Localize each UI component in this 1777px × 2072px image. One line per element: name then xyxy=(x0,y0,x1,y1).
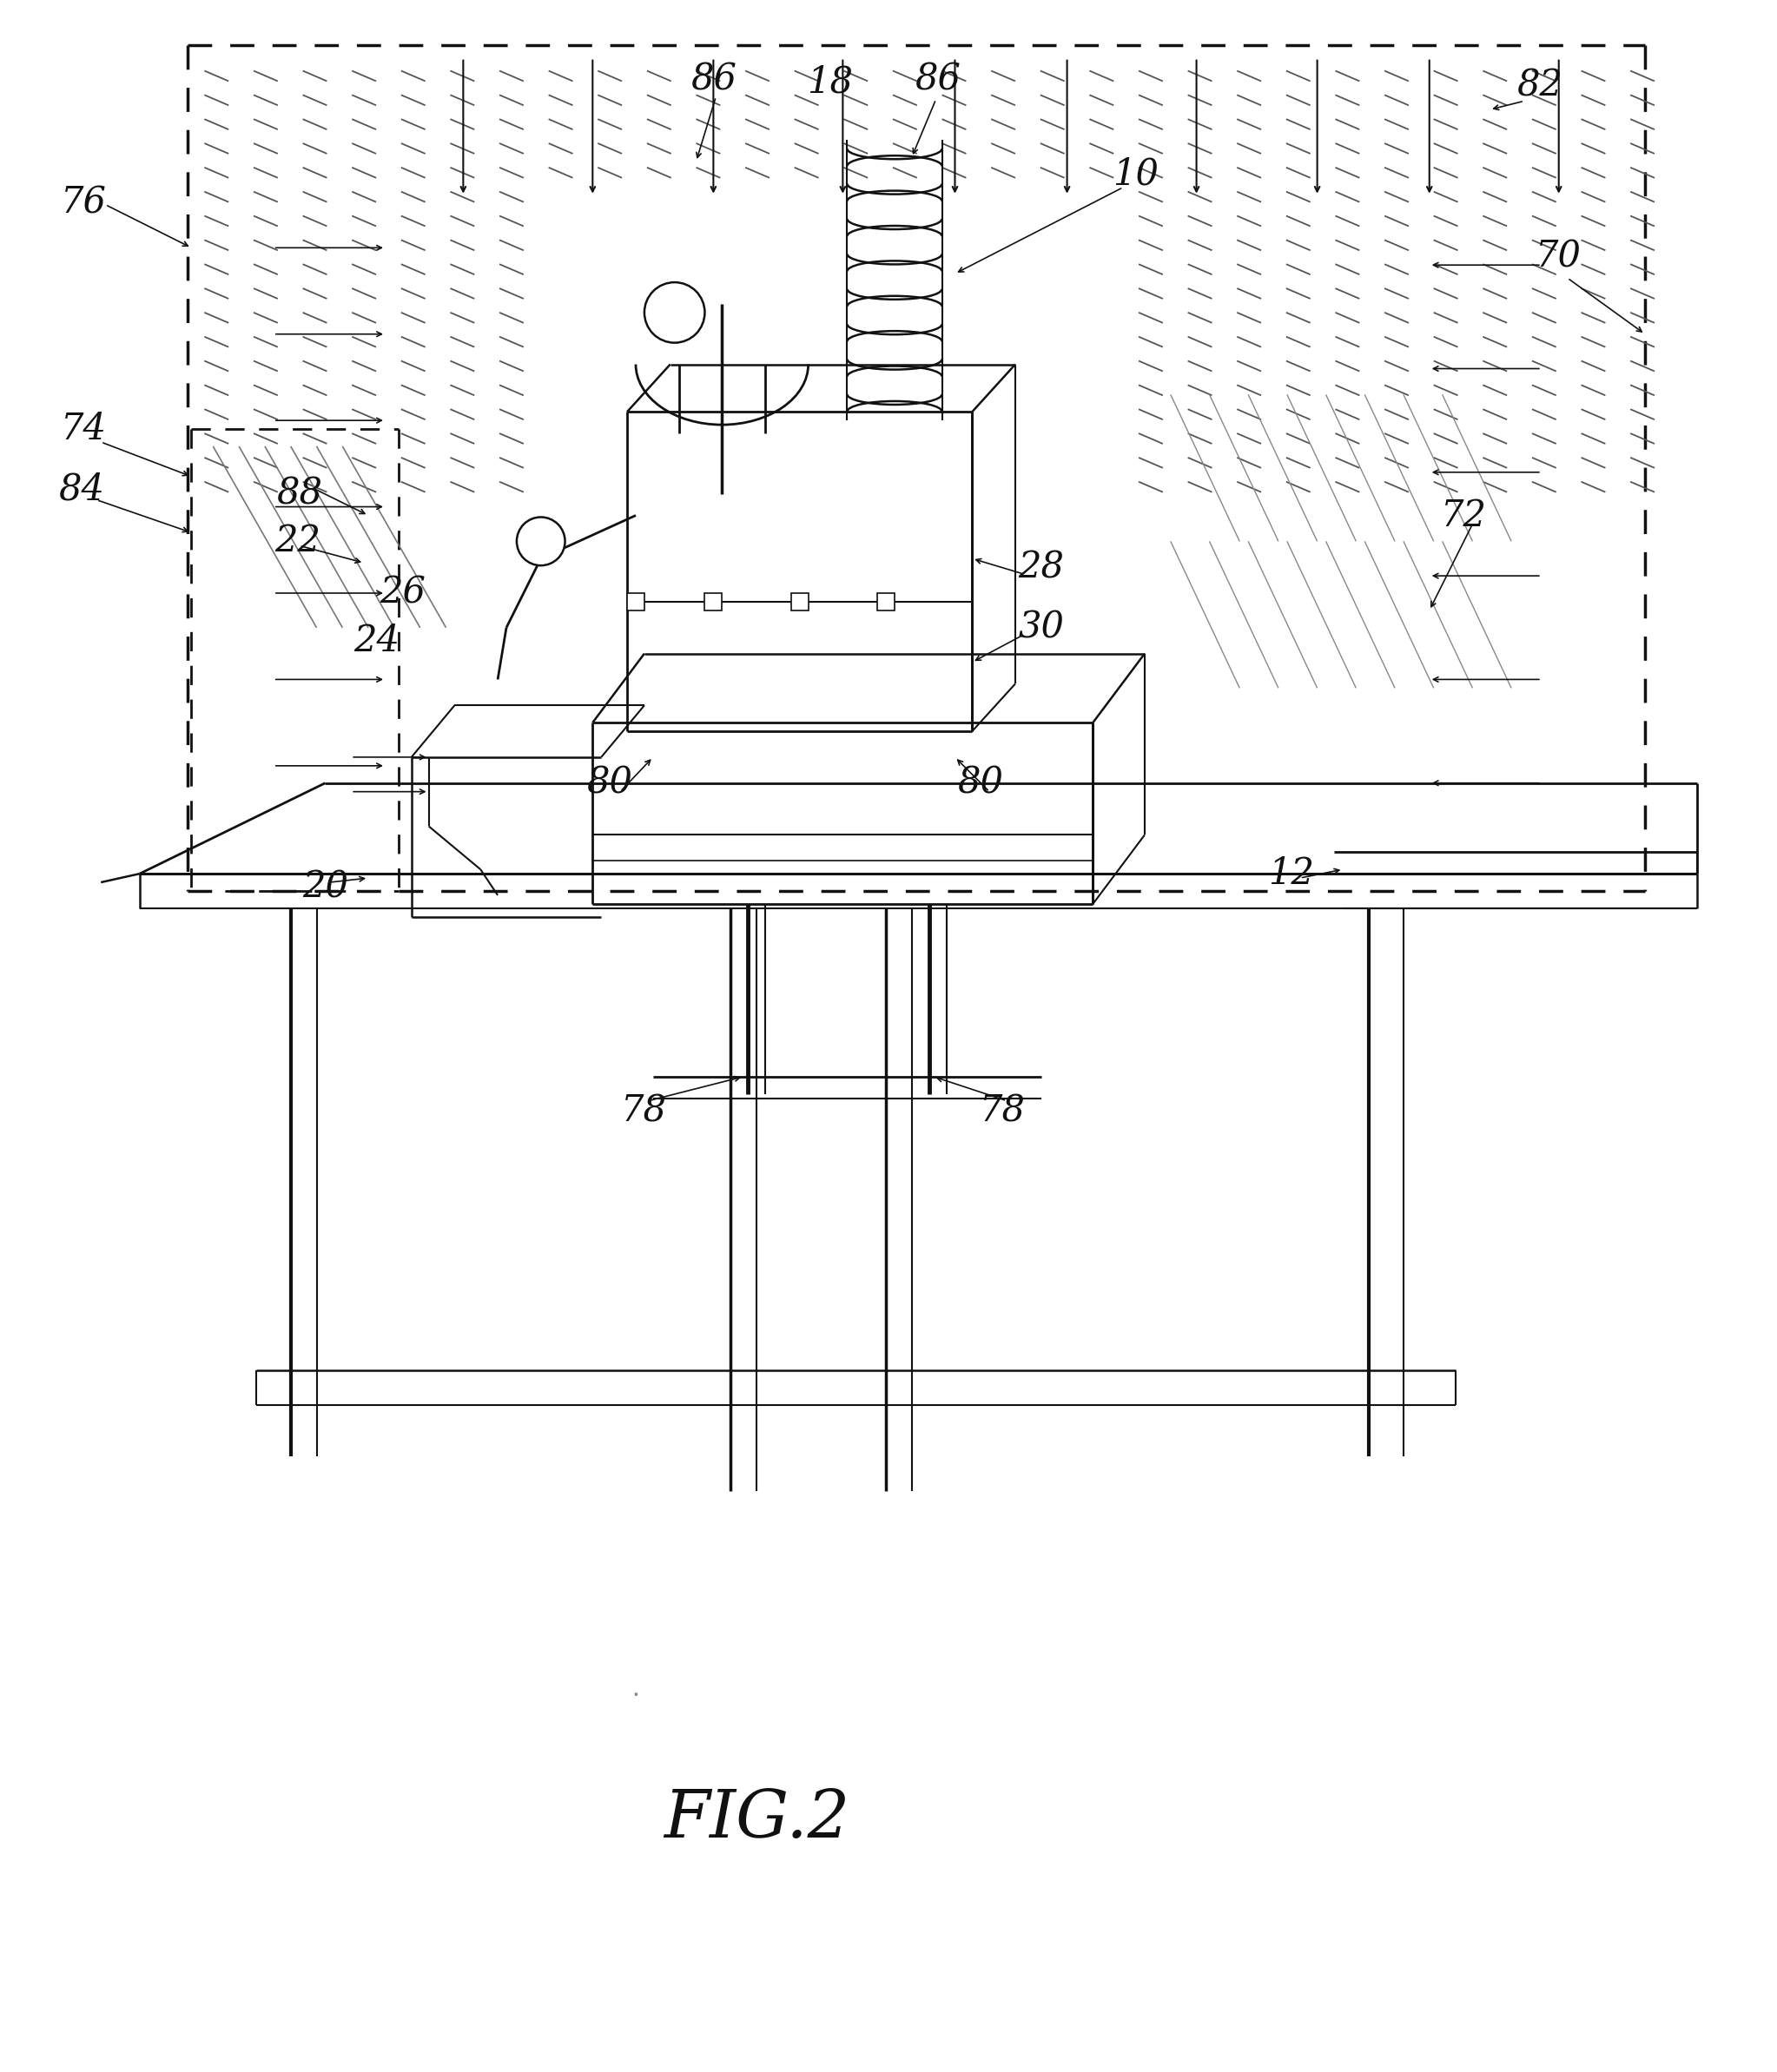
Text: 84: 84 xyxy=(59,470,105,508)
Text: 10: 10 xyxy=(1112,155,1159,193)
Text: 22: 22 xyxy=(275,522,320,559)
Text: 88: 88 xyxy=(275,477,322,512)
Circle shape xyxy=(645,282,705,342)
Text: 26: 26 xyxy=(380,574,426,611)
Text: 78: 78 xyxy=(979,1092,1025,1129)
Bar xyxy=(878,593,894,611)
Text: 12: 12 xyxy=(1269,856,1315,891)
Text: 76: 76 xyxy=(60,184,107,222)
Bar xyxy=(791,593,809,611)
Text: 86: 86 xyxy=(915,62,961,97)
Text: 20: 20 xyxy=(302,868,348,905)
Text: 30: 30 xyxy=(1018,609,1064,646)
Text: 28: 28 xyxy=(1018,549,1064,586)
Text: 86: 86 xyxy=(691,62,736,97)
Text: .: . xyxy=(633,1678,640,1701)
Text: 82: 82 xyxy=(1518,66,1562,104)
Text: 70: 70 xyxy=(1535,238,1582,276)
Text: 80: 80 xyxy=(958,765,1004,802)
Text: FIG.2: FIG.2 xyxy=(663,1786,849,1850)
Text: 24: 24 xyxy=(354,622,400,659)
Text: 18: 18 xyxy=(807,64,853,99)
Bar xyxy=(627,593,645,611)
Bar xyxy=(705,593,721,611)
Text: 72: 72 xyxy=(1441,497,1487,535)
Circle shape xyxy=(517,518,565,566)
Text: 80: 80 xyxy=(586,765,633,802)
Text: 74: 74 xyxy=(60,410,107,448)
Text: 78: 78 xyxy=(622,1092,668,1129)
